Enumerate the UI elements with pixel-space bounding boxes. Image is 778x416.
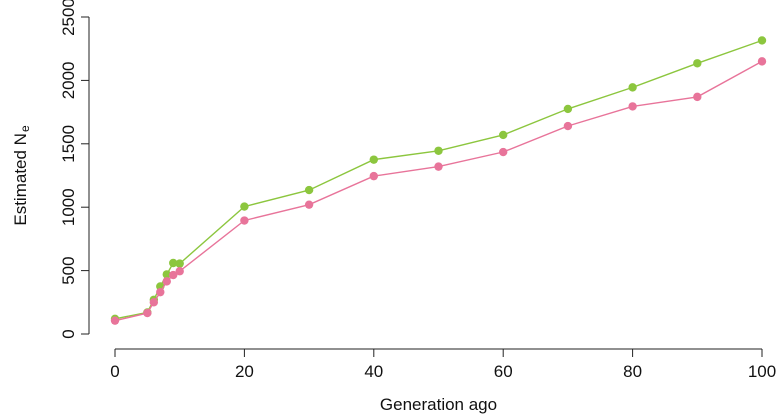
data-point — [628, 83, 637, 92]
x-tick-label: 40 — [364, 362, 383, 381]
data-point — [434, 146, 443, 155]
data-point — [304, 185, 314, 195]
data-point — [563, 121, 573, 131]
data-point — [757, 57, 767, 66]
y-tick-label: 1000 — [59, 188, 78, 226]
data-point — [175, 267, 184, 276]
data-point — [162, 277, 171, 286]
y-axis: 0 500 1000 1500 2000 2500 — [59, 0, 90, 339]
data-point — [143, 308, 152, 318]
data-point — [304, 200, 314, 209]
data-point — [169, 258, 178, 268]
x-axis-title: Generation ago — [380, 395, 497, 414]
x-tick-label: 100 — [748, 362, 776, 381]
data-point — [162, 270, 171, 279]
x-tick-label: 0 — [110, 362, 119, 381]
x-tick-label: 60 — [494, 362, 513, 381]
data-point — [499, 147, 508, 157]
data-point — [628, 102, 637, 111]
data-point — [169, 270, 178, 280]
x-tick-label: 80 — [623, 362, 642, 381]
data-point — [563, 104, 573, 114]
data-point — [693, 92, 702, 102]
y-axis-title-subscript: e — [18, 125, 32, 132]
data-point — [240, 202, 249, 211]
data-point — [369, 171, 378, 181]
data-point — [369, 155, 378, 164]
series-2 — [110, 57, 767, 325]
data-point — [110, 316, 120, 325]
data-point — [499, 130, 508, 140]
y-tick-label: 1500 — [59, 125, 78, 163]
data-point — [693, 59, 702, 68]
data-point — [757, 36, 767, 45]
data-point — [156, 287, 165, 297]
data-point — [175, 259, 184, 268]
y-tick-label: 2000 — [59, 61, 78, 99]
series-layer — [110, 36, 767, 325]
data-point — [434, 162, 443, 171]
x-tick-label: 20 — [235, 362, 254, 381]
x-axis: 0 20 40 60 80 100 — [110, 348, 776, 381]
data-point — [240, 216, 249, 225]
y-axis-title-main: Estimated N — [11, 133, 30, 226]
series-1 — [110, 36, 767, 323]
y-tick-label: 500 — [59, 256, 78, 284]
series-line — [114, 60, 763, 322]
y-tick-label: 0 — [59, 329, 78, 338]
series-line — [114, 39, 763, 320]
y-tick-label: 2500 — [59, 0, 78, 36]
data-point — [149, 298, 159, 307]
y-axis-title: Estimated Ne — [11, 125, 32, 226]
